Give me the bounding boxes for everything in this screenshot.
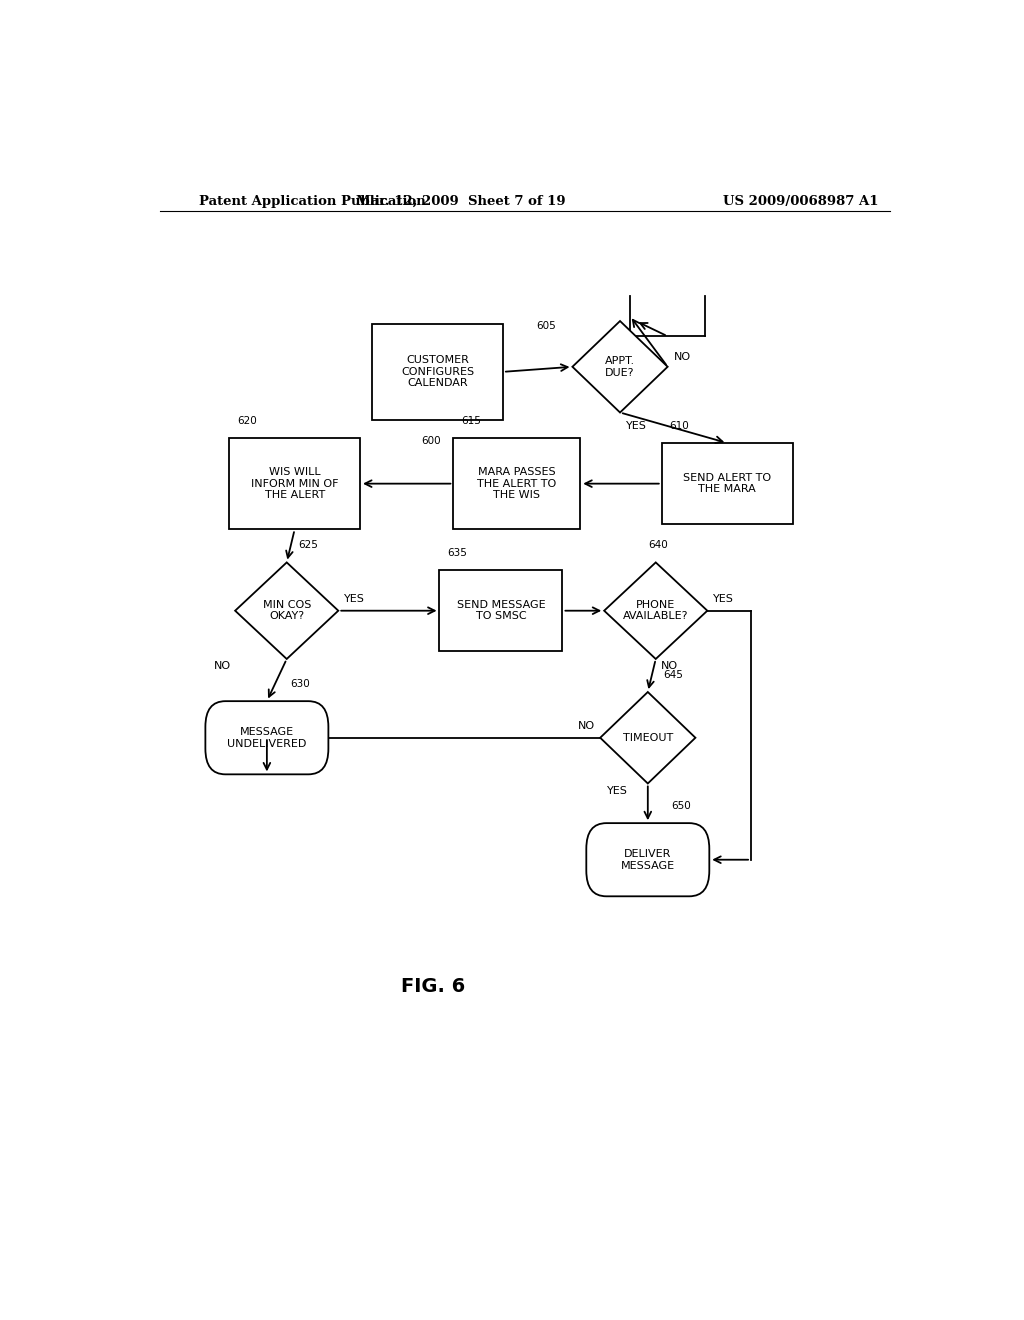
Text: NO: NO xyxy=(662,661,679,671)
Text: SEND MESSAGE
TO SMSC: SEND MESSAGE TO SMSC xyxy=(457,599,546,622)
Text: APPT.
DUE?: APPT. DUE? xyxy=(605,356,635,378)
Text: 630: 630 xyxy=(291,678,310,689)
Text: NO: NO xyxy=(214,661,231,671)
Text: US 2009/0068987 A1: US 2009/0068987 A1 xyxy=(723,194,879,207)
Text: 615: 615 xyxy=(461,416,481,426)
Text: YES: YES xyxy=(344,594,365,603)
Text: FIG. 6: FIG. 6 xyxy=(401,977,466,997)
Text: NO: NO xyxy=(578,721,595,731)
Text: PHONE
AVAILABLE?: PHONE AVAILABLE? xyxy=(623,599,688,622)
Text: Mar. 12, 2009  Sheet 7 of 19: Mar. 12, 2009 Sheet 7 of 19 xyxy=(356,194,566,207)
FancyBboxPatch shape xyxy=(587,824,710,896)
FancyBboxPatch shape xyxy=(229,438,360,529)
Text: MARA PASSES
THE ALERT TO
THE WIS: MARA PASSES THE ALERT TO THE WIS xyxy=(477,467,556,500)
Text: 605: 605 xyxy=(537,321,556,331)
Polygon shape xyxy=(236,562,338,659)
FancyBboxPatch shape xyxy=(454,438,581,529)
FancyBboxPatch shape xyxy=(662,444,793,524)
Text: 620: 620 xyxy=(238,416,257,426)
FancyBboxPatch shape xyxy=(372,323,503,420)
Text: Patent Application Publication: Patent Application Publication xyxy=(200,194,426,207)
Text: YES: YES xyxy=(607,785,628,796)
Text: SEND ALERT TO
THE MARA: SEND ALERT TO THE MARA xyxy=(683,473,771,495)
FancyBboxPatch shape xyxy=(439,570,562,651)
Text: 640: 640 xyxy=(648,540,668,550)
Text: 650: 650 xyxy=(672,801,691,810)
Text: NO: NO xyxy=(674,351,691,362)
Polygon shape xyxy=(572,321,668,412)
Text: DELIVER
MESSAGE: DELIVER MESSAGE xyxy=(621,849,675,870)
Text: WIS WILL
INFORM MIN OF
THE ALERT: WIS WILL INFORM MIN OF THE ALERT xyxy=(251,467,338,500)
Text: MIN COS
OKAY?: MIN COS OKAY? xyxy=(262,599,311,622)
Polygon shape xyxy=(604,562,708,659)
Text: 625: 625 xyxy=(299,540,318,550)
Text: MESSAGE
UNDELIVERED: MESSAGE UNDELIVERED xyxy=(227,727,306,748)
Text: CUSTOMER
CONFIGURES
CALENDAR: CUSTOMER CONFIGURES CALENDAR xyxy=(401,355,474,388)
FancyBboxPatch shape xyxy=(206,701,329,775)
Text: 645: 645 xyxy=(664,669,684,680)
Text: YES: YES xyxy=(713,594,734,603)
Text: 600: 600 xyxy=(422,436,441,446)
Polygon shape xyxy=(600,692,695,784)
Text: TIMEOUT: TIMEOUT xyxy=(623,733,673,743)
Text: 610: 610 xyxy=(670,421,689,430)
Text: YES: YES xyxy=(626,421,646,430)
Text: 635: 635 xyxy=(447,548,467,558)
